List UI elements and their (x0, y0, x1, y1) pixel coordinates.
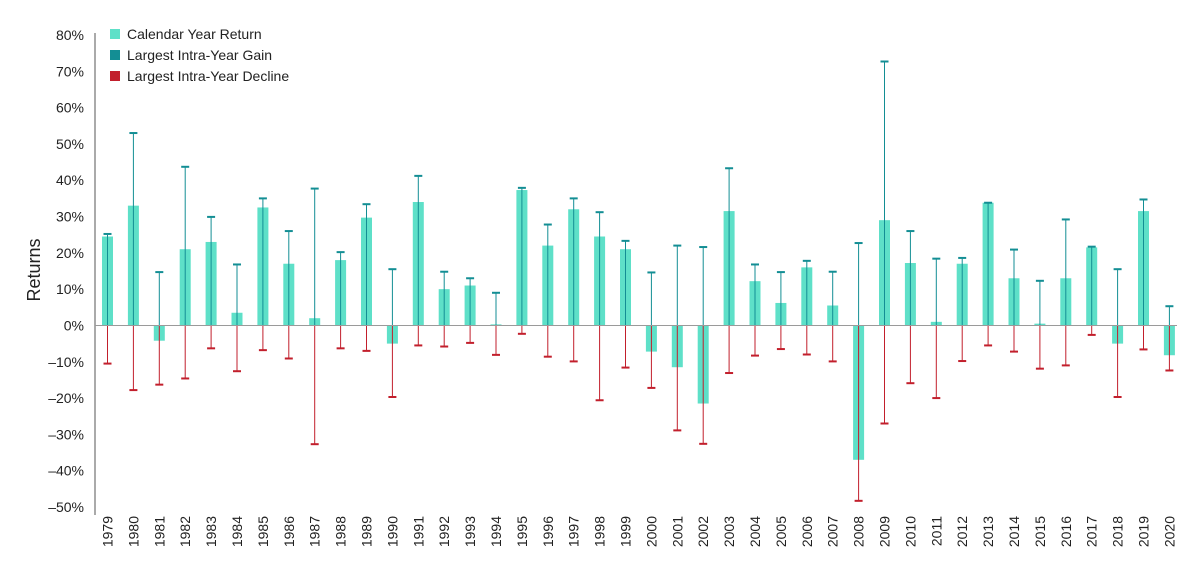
y-tick-label: 60% (56, 100, 84, 116)
x-tick-label: 1998 (592, 516, 608, 547)
legend-swatch-largest-intra-year-decline (110, 71, 120, 81)
x-tick-label: 2006 (799, 516, 815, 547)
x-tick-label: 2014 (1006, 516, 1022, 547)
x-tick-label: 2001 (669, 516, 685, 547)
x-tick-label: 1984 (229, 516, 245, 547)
chart-legend: Calendar Year Return Largest Intra-Year … (110, 26, 289, 84)
y-tick-label: 30% (56, 209, 84, 225)
x-tick-label: 1988 (333, 516, 349, 547)
x-tick-label: 1993 (462, 516, 478, 547)
x-tick-label: 2009 (877, 516, 893, 547)
y-tick-label: –30% (48, 426, 84, 442)
x-tick-label: 2002 (695, 516, 711, 547)
x-tick-label: 2000 (643, 516, 659, 547)
legend-swatch-calendar-year-return (110, 29, 120, 39)
x-tick-label: 1991 (410, 516, 426, 547)
x-tick-label: 1983 (203, 516, 219, 547)
y-tick-label: 70% (56, 63, 84, 79)
x-tick-label: 1980 (125, 516, 141, 547)
x-tick-label: 1982 (177, 516, 193, 547)
legend-swatch-largest-intra-year-gain (110, 50, 120, 60)
x-tick-label: 1990 (384, 516, 400, 547)
y-tick-label: –20% (48, 390, 84, 406)
x-tick-label: 1996 (540, 516, 556, 547)
legend-label-largest-intra-year-gain: Largest Intra-Year Gain (127, 47, 272, 63)
y-tick-label: –50% (48, 499, 84, 515)
x-tick-label: 2013 (980, 516, 996, 547)
plot-area: 80% 70% 60% 50% 40% 30% 20% 10% 0% –10% –20% –30% –4… (48, 27, 1177, 547)
x-tick-label: 2016 (1058, 516, 1074, 547)
x-tick-label: 2011 (928, 516, 944, 546)
x-tick-label: 2004 (747, 516, 763, 547)
x-tick-label: 2018 (1110, 516, 1126, 547)
x-tick-label: 2020 (1161, 516, 1177, 547)
y-tick-label: 40% (56, 172, 84, 188)
y-tick-label: 80% (56, 27, 84, 43)
x-tick-label: 1987 (307, 516, 323, 547)
x-tick-label: 2008 (851, 516, 867, 547)
y-tick-label: –40% (48, 463, 84, 479)
x-tick-label: 2019 (1136, 516, 1152, 547)
y-axis-label: Returns (24, 238, 44, 301)
x-tick-label: 1999 (618, 516, 634, 547)
x-tick-label: 2003 (721, 516, 737, 547)
x-tick-label: 2007 (825, 516, 841, 547)
x-tick-label: 1995 (514, 516, 530, 547)
x-tick-label: 2005 (773, 516, 789, 547)
y-tick-label: –10% (48, 354, 84, 370)
x-tick-label: 1989 (359, 516, 375, 547)
y-tick-label: 10% (56, 281, 84, 297)
x-tick-label: 1986 (281, 516, 297, 547)
y-tick-label: 50% (56, 136, 84, 152)
x-tick-label: 2015 (1032, 516, 1048, 547)
x-tick-label: 2017 (1084, 516, 1100, 547)
x-tick-label: 2012 (954, 516, 970, 547)
y-tick-label: 20% (56, 245, 84, 261)
x-tick-label: 1979 (100, 516, 116, 547)
x-tick-label: 1985 (255, 516, 271, 547)
y-tick-label: 0% (64, 317, 84, 333)
x-tick-label: 1997 (566, 516, 582, 547)
legend-label-largest-intra-year-decline: Largest Intra-Year Decline (127, 68, 289, 84)
x-tick-label: 1992 (436, 516, 452, 547)
legend-label-calendar-year-return: Calendar Year Return (127, 26, 262, 42)
x-tick-label: 1994 (488, 516, 504, 547)
x-tick-label: 2010 (902, 516, 918, 547)
x-tick-label: 1981 (151, 516, 167, 547)
